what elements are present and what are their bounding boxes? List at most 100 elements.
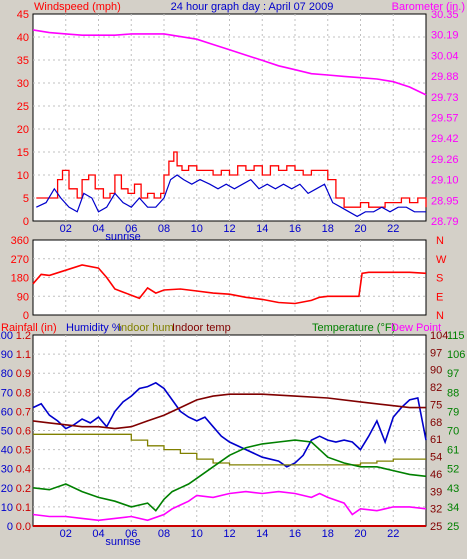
direction-y-tick: 180 [11,273,29,285]
rain-y-tick: 1.1 [16,349,31,361]
humidity-y-tick: 80 [1,368,13,380]
x-tick-label: 18 [322,223,334,235]
temp-inner-tick: 115 [447,330,465,342]
temp-outer-tick: 32 [430,504,442,516]
x-tick-label: 16 [289,528,301,540]
indoor-hum-legend: Indoor hum [118,322,174,334]
compass-label: S [436,273,443,285]
compass-label: N [436,235,444,247]
humidity-line [32,381,427,468]
humidity-y-tick: 20 [1,483,13,495]
humidity-y-tick: 90 [1,349,13,361]
x-tick-label: 08 [158,528,170,540]
temp-outer-tick: 104 [430,330,448,342]
wind-y-tick: 15 [17,147,29,159]
direction-y-tick: 0 [23,310,29,322]
chart-title: 24 hour graph day : April 07 2009 [171,1,334,13]
sunrise-label: sunrise [105,231,140,243]
barometer-y-tick: 29.88 [431,71,459,83]
temp-outer-tick: 68 [430,417,442,429]
direction-y-tick: 360 [11,235,29,247]
barometer-y-tick: 28.95 [431,195,459,207]
rain-y-tick: 0.5 [16,445,31,457]
compass-label: E [436,291,443,303]
x-tick-label: 02 [60,528,72,540]
wind-gust-line [36,151,427,208]
temp-inner-tick: 106 [447,349,465,361]
temp-inner-tick: 79 [447,406,459,418]
barometer-y-tick: 30.04 [431,50,459,62]
x-tick-label: 12 [223,223,235,235]
x-tick-label: 20 [354,223,366,235]
temp-outer-tick: 82 [430,382,442,394]
temp-inner-tick: 43 [447,483,459,495]
humidity-y-tick: 0 [7,521,13,533]
humidity-y-tick: 10 [1,502,13,514]
barometer-axis-title: Barometer (in.) [392,1,465,13]
barometer-y-tick: 29.73 [431,92,459,104]
rainfall-axis-title: Rainfall (in) [1,322,57,334]
wind-y-tick: 30 [17,78,29,90]
barometer-y-tick: 29.10 [431,175,459,187]
rain-y-tick: 0.4 [16,464,31,476]
temp-outer-tick: 54 [430,452,442,464]
temp-inner-tick: 70 [447,426,459,438]
temperature-legend: Temperature (°F) [312,322,395,334]
wind-y-tick: 20 [17,124,29,136]
x-tick-label: 20 [354,528,366,540]
temp-outer-tick: 75 [430,399,442,411]
rain-y-tick: 1.2 [16,330,31,342]
wind-y-tick: 5 [23,193,29,205]
x-tick-label: 08 [158,223,170,235]
x-tick-label: 18 [322,528,334,540]
rain-y-tick: 0.0 [16,521,31,533]
temperature-line [32,439,427,512]
dew-point-line [32,490,427,522]
rain-y-tick: 0.2 [16,483,31,495]
rain-y-tick: 0.1 [16,502,31,514]
barometer-y-tick: 30.35 [431,9,459,21]
temp-inner-tick: 34 [447,502,459,514]
wind-y-tick: 25 [17,101,29,113]
humidity-y-tick: 60 [1,406,13,418]
rain-y-tick: 0.9 [16,368,31,380]
barometer-y-tick: 29.26 [431,154,459,166]
x-tick-label: 14 [256,223,268,235]
x-tick-label: 12 [223,528,235,540]
x-tick-label: 06 [125,223,137,235]
humidity-y-tick: 70 [1,387,13,399]
humidity-legend: Humidity % [66,322,122,334]
temp-outer-tick: 46 [430,469,442,481]
humidity-y-tick: 40 [1,445,13,457]
sunrise-label: sunrise [105,536,140,548]
x-tick-label: 04 [92,528,104,540]
x-tick-label: 16 [289,223,301,235]
indoor-temp-line [32,393,426,430]
temp-inner-tick: 61 [447,445,459,457]
x-tick-label: 10 [191,528,203,540]
indoor-hum-line [33,433,426,466]
compass-label: W [436,254,447,266]
wind-y-tick: 10 [17,170,29,182]
barometer-y-tick: 29.57 [431,113,459,125]
x-tick-label: 02 [60,223,72,235]
temp-inner-tick: 97 [447,368,459,380]
temp-inner-tick: 52 [447,464,459,476]
wind-average-line [36,174,426,218]
direction-y-tick: 90 [17,291,29,303]
barometer-line [32,29,427,96]
humidity-y-tick: 30 [1,464,13,476]
temp-outer-tick: 39 [430,486,442,498]
wind-y-tick: 45 [17,9,29,21]
wind-y-tick: 0 [23,216,29,228]
rain-y-tick: 0.7 [16,406,31,418]
humidity-y-tick: 50 [1,426,13,438]
barometer-y-tick: 28.79 [431,216,459,228]
temp-outer-tick: 90 [430,365,442,377]
dew-point-legend: Dew Point [391,322,441,334]
wind-y-tick: 40 [17,32,29,44]
x-tick-label: 22 [387,528,399,540]
wind-direction-line [32,264,427,305]
rain-y-tick: 0.6 [16,426,31,438]
